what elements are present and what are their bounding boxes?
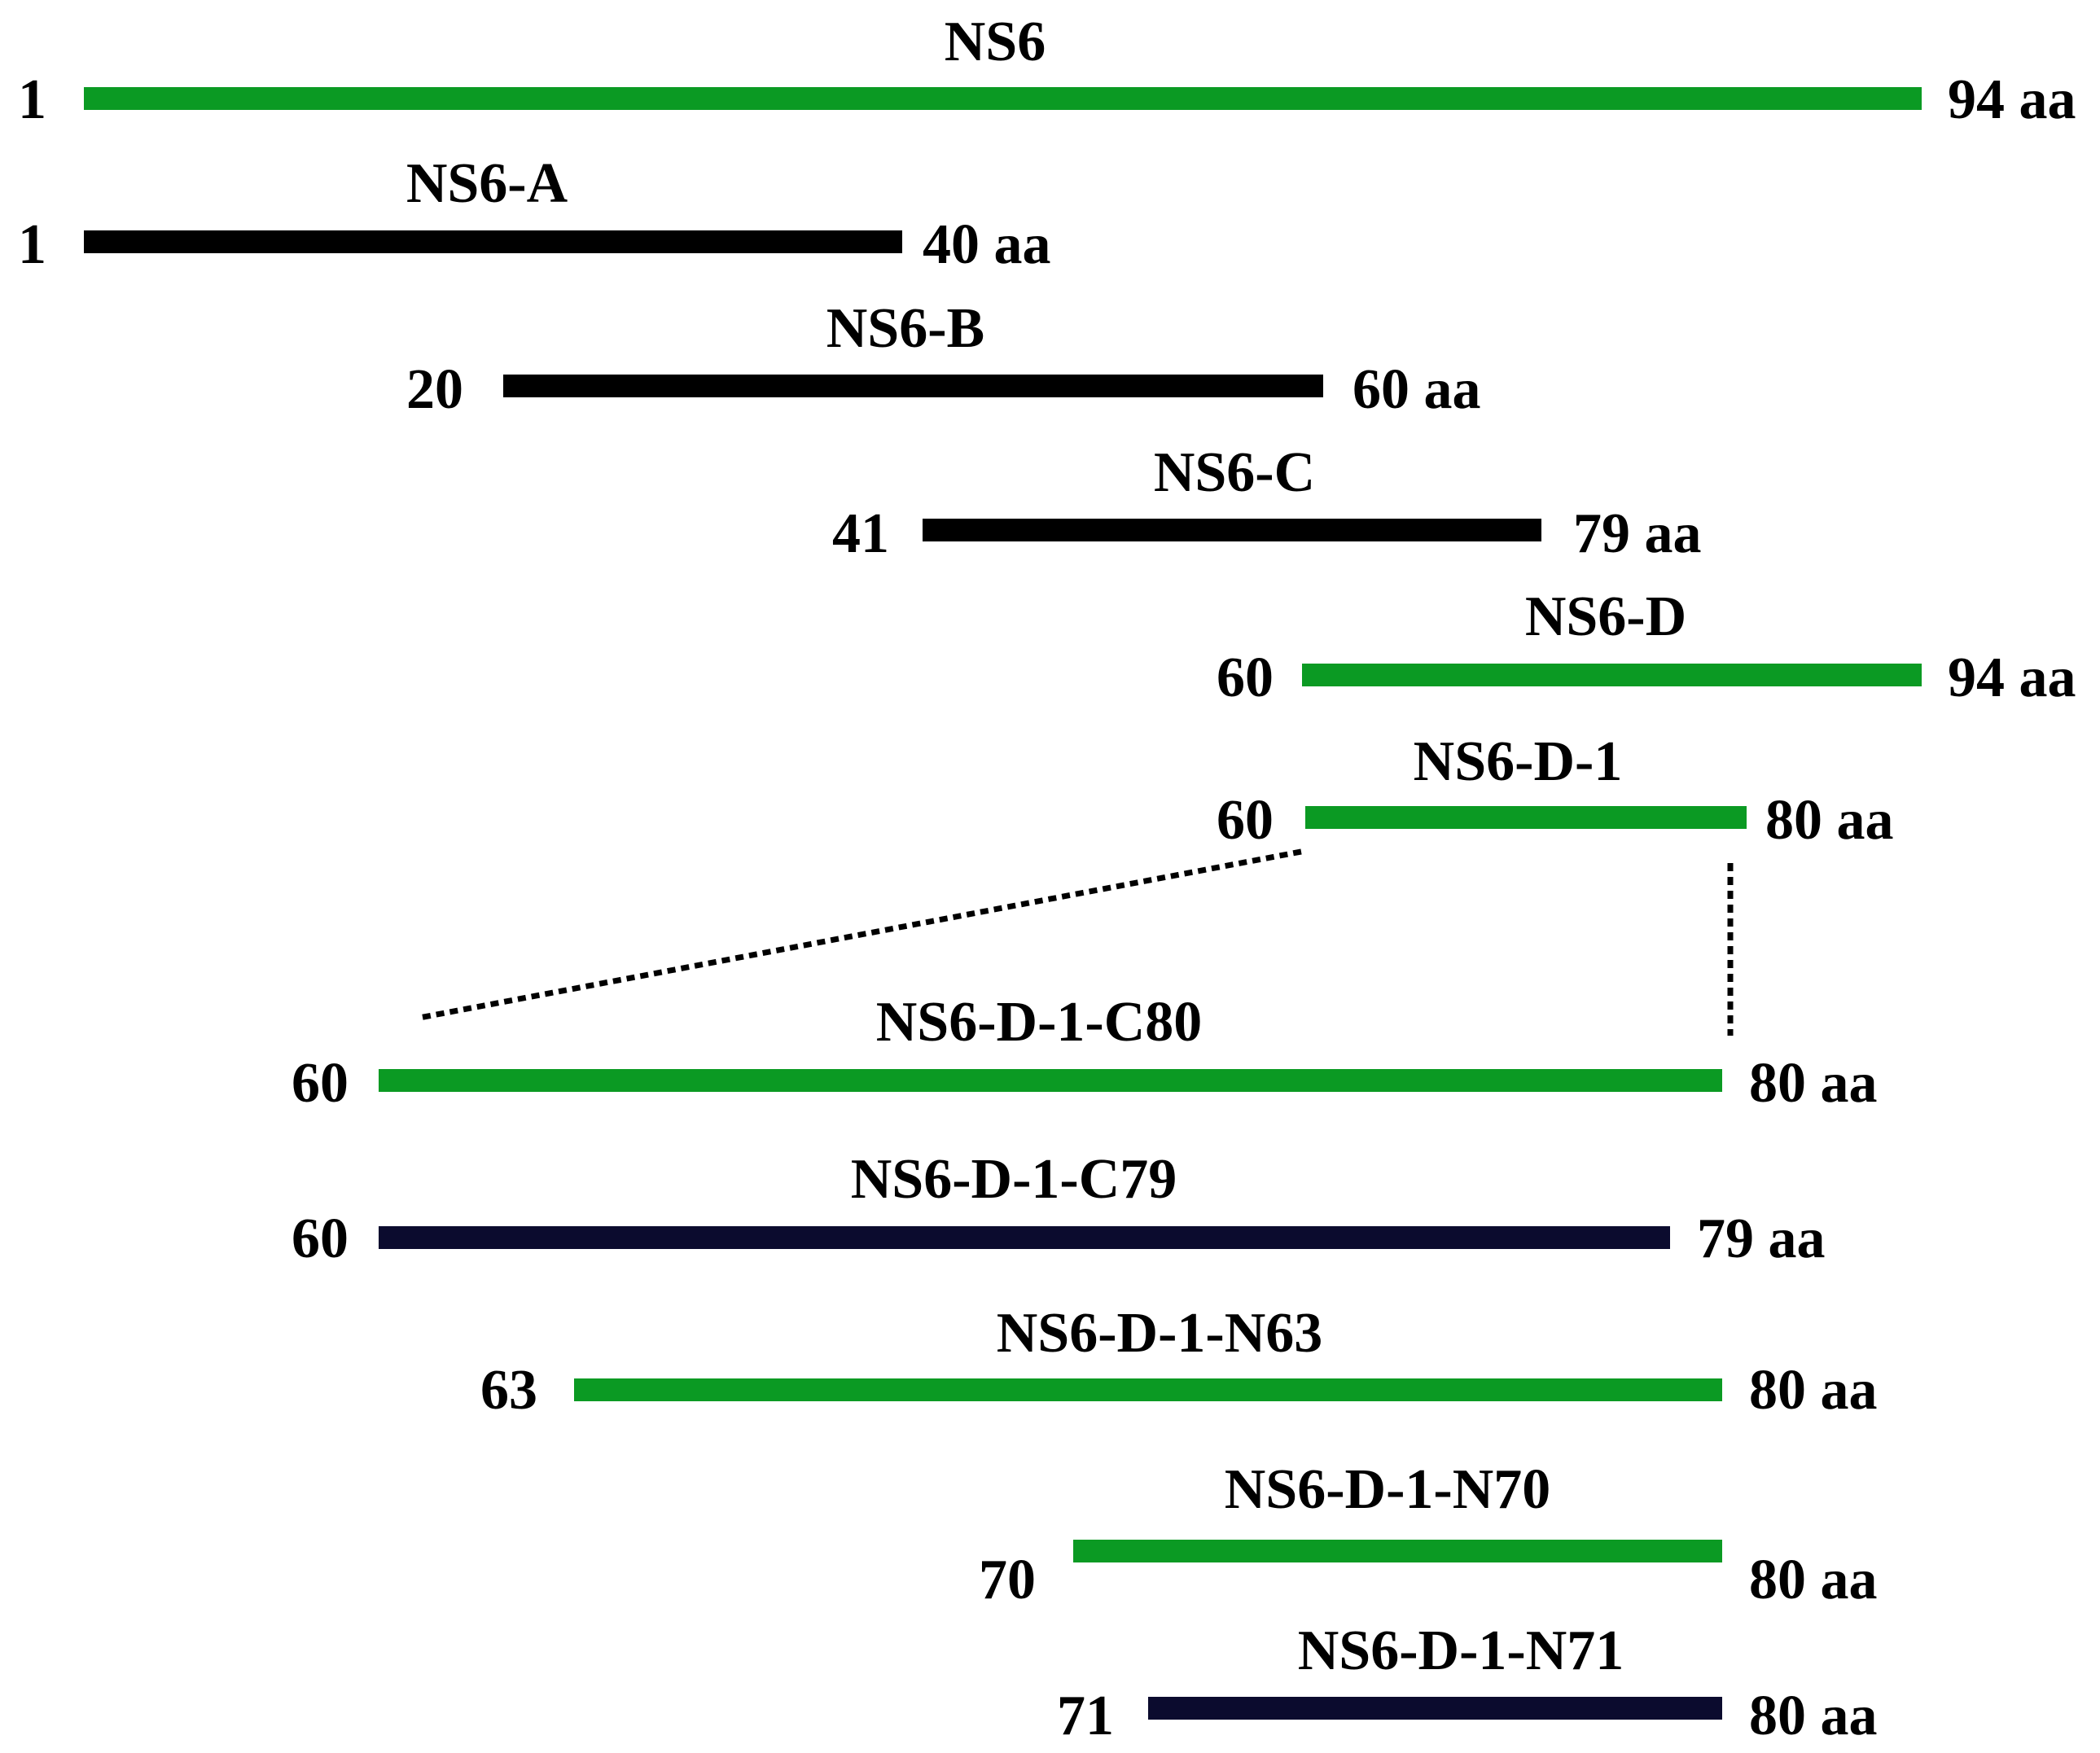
construct-end-label: 94 aa xyxy=(1948,646,2076,709)
construct-name: NS6-A xyxy=(406,152,568,215)
construct-name: NS6-D-1-C79 xyxy=(851,1148,1177,1211)
construct-start-label: 60 xyxy=(1217,789,1274,852)
construct-bar xyxy=(379,1226,1670,1249)
construct-ns6-d-1-n70: NS6-D-1-N70 70 80 aa xyxy=(979,1458,1878,1611)
construct-start-label: 70 xyxy=(979,1549,1036,1611)
construct-ns6-d: NS6-D 60 94 aa xyxy=(1217,585,2076,709)
construct-end-label: 80 aa xyxy=(1749,1685,1878,1747)
construct-ns6-d-1: NS6-D-1 60 80 aa xyxy=(1217,730,1894,852)
construct-bar xyxy=(84,87,1922,110)
construct-bar xyxy=(84,230,902,253)
construct-name: NS6 xyxy=(945,11,1046,73)
construct-ns6-b: NS6-B 20 60 aa xyxy=(406,297,1481,421)
construct-start-label: 1 xyxy=(18,68,46,131)
construct-name: NS6-D-1 xyxy=(1414,730,1623,793)
construct-name: NS6-D-1-N70 xyxy=(1225,1458,1551,1521)
construct-end-label: 79 aa xyxy=(1573,502,1702,565)
construct-bar xyxy=(1148,1697,1722,1720)
construct-end-label: 79 aa xyxy=(1697,1207,1826,1270)
construct-ns6-a: NS6-A 1 40 aa xyxy=(18,152,1051,276)
construct-ns6-d-1-n63: NS6-D-1-N63 63 80 aa xyxy=(480,1302,1878,1422)
construct-start-label: 41 xyxy=(832,502,889,565)
construct-name: NS6-D-1-N63 xyxy=(997,1302,1323,1365)
construct-name: NS6-D-1-N71 xyxy=(1298,1619,1624,1682)
construct-end-label: 60 aa xyxy=(1353,358,1481,421)
construct-bar xyxy=(1302,664,1922,686)
construct-ns6-d-1-n71: NS6-D-1-N71 71 80 aa xyxy=(1057,1619,1878,1747)
construct-end-label: 80 aa xyxy=(1749,1549,1878,1611)
construct-start-label: 20 xyxy=(406,358,463,421)
construct-end-label: 80 aa xyxy=(1749,1359,1878,1422)
construct-bar xyxy=(1073,1540,1722,1562)
construct-bar xyxy=(574,1378,1722,1401)
construct-bar xyxy=(503,375,1323,397)
construct-start-label: 60 xyxy=(292,1052,349,1115)
construct-ns6-d-1-c79: NS6-D-1-C79 60 79 aa xyxy=(292,1148,1826,1270)
construct-name: NS6-B xyxy=(826,297,984,360)
construct-end-label: 80 aa xyxy=(1765,789,1894,852)
construct-bar xyxy=(1305,806,1747,829)
construct-end-label: 94 aa xyxy=(1948,68,2076,131)
construct-start-label: 1 xyxy=(18,213,46,276)
construct-name: NS6-C xyxy=(1154,441,1315,504)
construct-bar xyxy=(379,1069,1722,1092)
construct-start-label: 60 xyxy=(292,1207,349,1270)
construct-ns6-d-1-c80: NS6-D-1-C80 60 80 aa xyxy=(292,991,1878,1115)
construct-ns6-c: NS6-C 41 79 aa xyxy=(832,441,1702,565)
construct-end-label: 80 aa xyxy=(1749,1052,1878,1115)
construct-start-label: 71 xyxy=(1057,1685,1114,1747)
construct-start-label: 60 xyxy=(1217,646,1274,709)
construct-bar xyxy=(923,519,1541,541)
construct-name: NS6-D xyxy=(1525,585,1686,648)
construct-ns6: NS6 1 94 aa xyxy=(18,11,2076,131)
construct-end-label: 40 aa xyxy=(923,213,1051,276)
construct-name: NS6-D-1-C80 xyxy=(876,991,1203,1054)
construct-start-label: 63 xyxy=(480,1359,537,1422)
zoom-guide-left xyxy=(419,848,1302,1021)
